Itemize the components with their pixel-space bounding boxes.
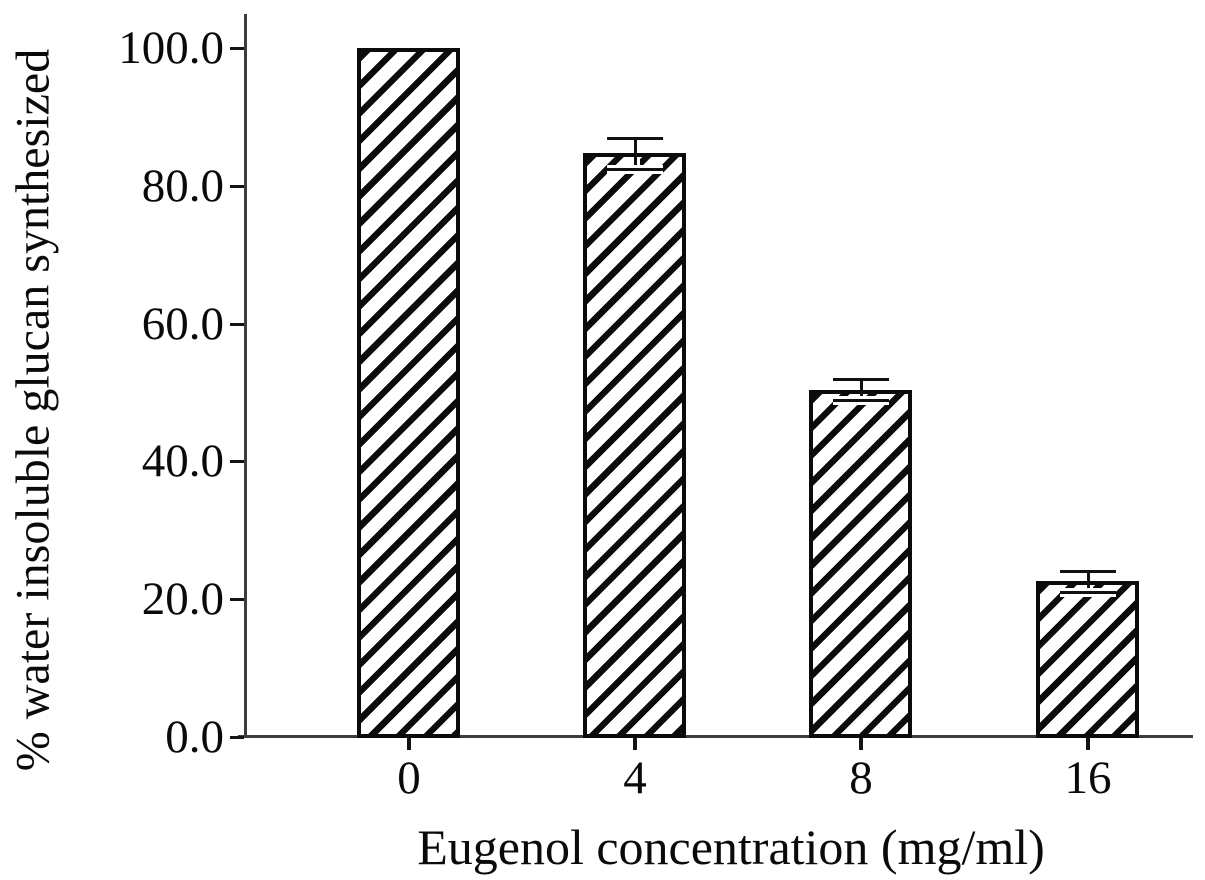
- y-axis-title: % water insoluble glucan synthesized: [6, 48, 60, 772]
- error-bar-line-lower: [634, 158, 637, 170]
- y-tick-label: 0.0: [165, 711, 224, 763]
- y-tick-mark: [230, 47, 244, 50]
- x-tick-mark: [1086, 738, 1090, 750]
- y-tick-label: 40.0: [141, 435, 224, 488]
- x-tick-mark: [633, 738, 637, 750]
- bar: [1036, 581, 1139, 738]
- error-bar-bottom-cap: [1060, 590, 1116, 594]
- y-tick-label: 60.0: [141, 297, 224, 350]
- y-axis-line: [244, 14, 247, 738]
- error-bar-bottom-cap: [607, 167, 663, 171]
- error-bar-line: [860, 379, 863, 395]
- y-tick-mark: [230, 736, 244, 739]
- bar: [357, 48, 460, 738]
- bar: [809, 389, 912, 738]
- y-tick-label: 100.0: [118, 22, 224, 74]
- y-tick-mark: [230, 322, 244, 326]
- y-tick-mark: [230, 460, 244, 464]
- y-tick-label: 20.0: [141, 573, 224, 626]
- x-tick-label: 8: [849, 752, 873, 804]
- x-axis-title: Eugenol concentration (mg/ml): [417, 819, 1045, 875]
- y-tick-label: 80.0: [141, 159, 224, 212]
- x-tick-mark: [407, 738, 411, 750]
- x-tick-mark: [859, 738, 863, 750]
- error-bar-line: [1087, 570, 1090, 587]
- x-tick-label: 16: [1064, 752, 1112, 804]
- error-bar-line-lower: [1087, 586, 1090, 593]
- error-bar-line: [634, 138, 637, 159]
- x-axis-line: [238, 735, 1193, 738]
- x-tick-label: 0: [397, 752, 421, 804]
- bar: [583, 153, 686, 738]
- error-bar-bottom-cap: [833, 399, 889, 403]
- error-bar-line-lower: [860, 394, 863, 402]
- y-tick-mark: [230, 598, 244, 602]
- y-tick-mark: [230, 184, 244, 188]
- x-tick-label: 4: [623, 752, 647, 804]
